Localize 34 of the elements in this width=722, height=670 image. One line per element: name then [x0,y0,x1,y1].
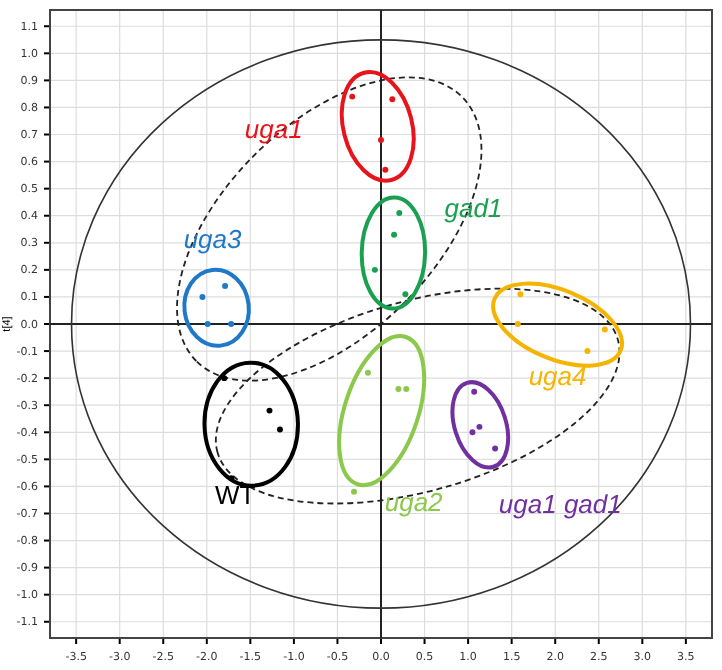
point [402,291,409,298]
series-label: uga4 [528,360,587,391]
point [389,96,396,103]
point [199,293,206,300]
point [476,423,483,430]
point [266,407,273,414]
point [221,375,228,382]
point [471,388,478,395]
series-label: gad1 [444,192,503,223]
point [492,445,499,452]
point [584,348,591,355]
point [364,369,371,376]
point [228,321,235,327]
point [204,321,211,327]
series-label: uga1 [244,114,303,145]
point [382,166,389,173]
point [391,231,398,238]
point [371,266,378,273]
point [514,321,521,327]
point [395,385,402,392]
series-label: uga3 [183,223,244,254]
point [403,385,410,392]
point [396,210,403,216]
point [517,291,524,298]
point [601,326,608,333]
series-label: uga2 [384,486,445,517]
point [469,429,476,436]
point [349,93,356,100]
point [276,426,283,433]
point [222,283,229,290]
point [228,475,235,482]
series-label: uga1 gad1 [498,488,622,519]
point [351,488,357,495]
point [378,136,384,143]
